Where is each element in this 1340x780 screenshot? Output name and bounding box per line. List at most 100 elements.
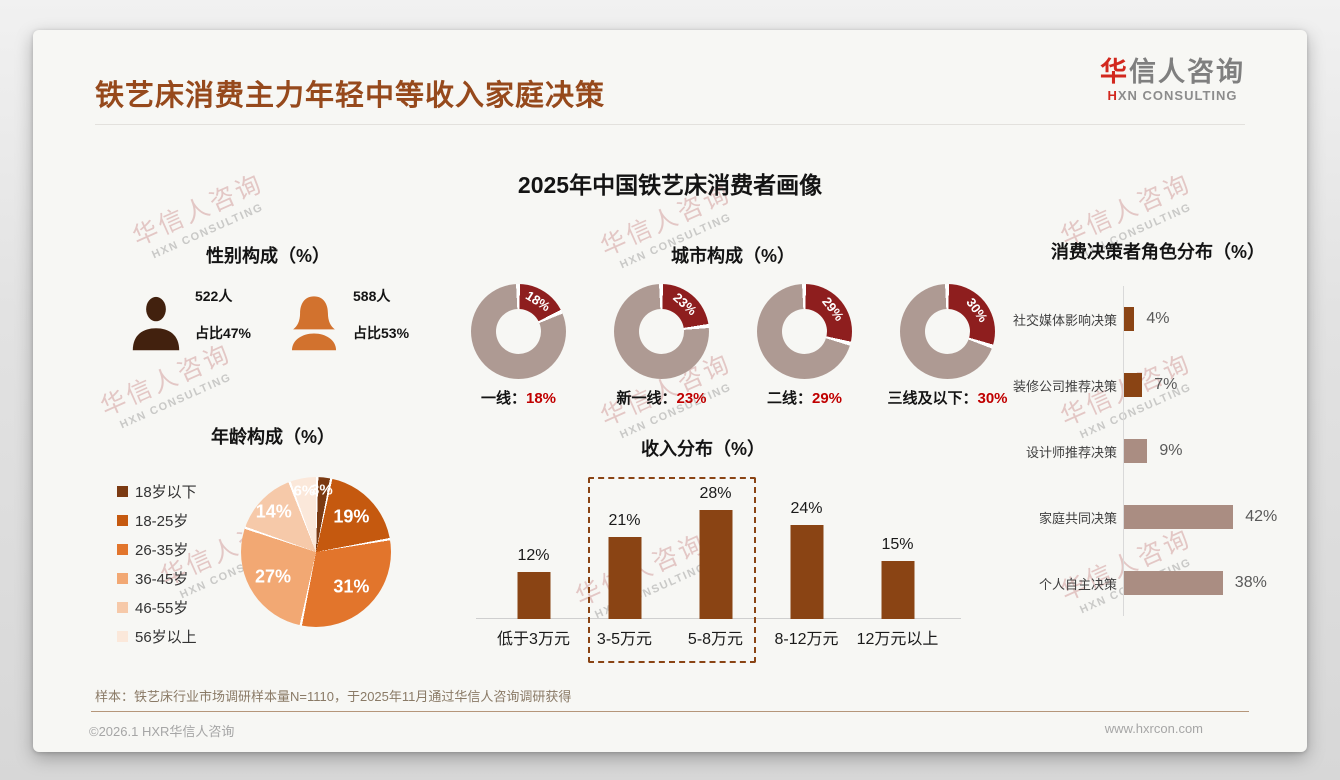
income-column: 15% 12万元以上 (852, 479, 943, 649)
decision-category-label: 装修公司推荐决策 (1012, 378, 1117, 394)
donut-slice-label: 29% (819, 294, 847, 325)
income-value-label: 21% (608, 512, 641, 530)
female-stats: 588人 占比53% (353, 284, 409, 362)
age-legend-item: 56岁以上 (117, 626, 235, 647)
income-value-label: 24% (790, 500, 823, 518)
decision-category-label: 个人自主决策 (1038, 576, 1117, 592)
city-donut-row: 18% 一线：18% 23% 新一线：23% 29% 二线：29% 30% 三线及以下：30% (453, 284, 1013, 408)
age-legend-label: 46-55岁 (135, 600, 189, 617)
female-count: 588人 (353, 288, 391, 304)
donut-slice-label: 18% (522, 287, 553, 315)
decision-category-label: 家庭共同决策 (1038, 510, 1117, 526)
decision-value-label: 7% (1154, 376, 1178, 393)
age-legend-item: 26-35岁 (117, 539, 235, 560)
decision-bar (1124, 505, 1234, 529)
decision-bar (1124, 373, 1143, 397)
income-category-label: 12万元以上 (856, 631, 939, 648)
age-pie-label: 6% (293, 482, 316, 500)
age-pie-label: 31% (333, 576, 370, 597)
city-section-title: 城市构成（%） (670, 246, 795, 266)
age-legend-swatch (117, 602, 128, 613)
city-section: 城市构成（%） 18% 一线：18% 23% 新一线：23% 29% 二线：29% 30% 三… (453, 242, 1013, 408)
income-value-label: 12% (517, 547, 550, 565)
donut-caption-value: 29% (811, 390, 843, 407)
city-donut: 18% 一线：18% (453, 284, 584, 408)
age-legend-swatch (117, 544, 128, 555)
age-pie-label: 3% (310, 481, 333, 499)
donut-caption-value: 23% (676, 390, 707, 407)
decision-value-label: 38% (1234, 574, 1267, 591)
donut-caption-value: 30% (977, 390, 1008, 407)
donut-caption-label: 三线及以下： (887, 390, 978, 407)
income-column: 24% 8-12万元 (761, 479, 852, 649)
age-legend-label: 26-35岁 (135, 542, 189, 559)
income-bar-chart: 12% 低于3万元 21% 3-5万元 28% 5-8万元 24% 8-12万元 15% 12万元… (476, 477, 961, 663)
footer: ©2026.1 HXR华信人咨询 www.hxrcon.com (89, 721, 1251, 740)
age-legend-label: 18岁以下 (135, 484, 197, 501)
donut-slice-label: 30% (962, 295, 991, 326)
gender-section: 性别构成（%） 522人 占比47% 588人 占比5 (103, 242, 433, 362)
age-pie-chart (241, 477, 391, 627)
gender-row: 522人 占比47% 588人 占比53% (103, 284, 433, 362)
decision-row: 家庭共同决策 42% (1008, 484, 1308, 550)
footer-divider (91, 711, 1249, 712)
donut-caption-label: 二线： (766, 390, 812, 407)
income-category-label: 8-12万元 (774, 631, 839, 648)
income-bar (517, 572, 550, 619)
donut-caption: 二线：29% (739, 387, 870, 408)
website-link[interactable]: www.hxrcon.com (1104, 721, 1203, 736)
age-legend-swatch (117, 573, 128, 584)
income-value-label: 28% (699, 484, 732, 502)
decision-value-label: 4% (1146, 310, 1170, 327)
female-icon (291, 296, 337, 351)
income-column: 28% 5-8万元 (670, 479, 761, 649)
decision-category-label: 社交媒体影响决策 (1012, 312, 1117, 328)
age-pie-wrap: 3% 19% 31% 27% 14% 6% (241, 477, 391, 627)
decision-value-label: 42% (1245, 508, 1278, 525)
logo-text-en: HXN CONSULTING (1107, 87, 1238, 103)
logo-accent-char: 华 (1100, 57, 1129, 87)
age-chart-body: 18岁以下 18-25岁 26-35岁 36-45岁 46-55岁 56岁以上 3% 19%… (103, 463, 443, 647)
report-card: 华信人咨询 HXN CONSULTING 华信人咨询 HXN CONSULTING 华信… (33, 30, 1307, 752)
age-legend-label: 36-45岁 (135, 571, 189, 588)
page-title: 铁艺床消费主力年轻中等收入家庭决策 (95, 80, 606, 112)
male-stats: 522人 占比47% (195, 284, 251, 362)
city-donut: 29% 二线：29% (739, 284, 870, 408)
donut-chart: 29% (757, 284, 852, 379)
gender-section-title: 性别构成（%） (205, 246, 330, 266)
age-legend-label: 18-25岁 (135, 513, 189, 530)
income-category-label: 3-5万元 (596, 631, 653, 648)
copyright: ©2026.1 HXR华信人咨询 (89, 724, 235, 739)
income-columns: 12% 低于3万元 21% 3-5万元 28% 5-8万元 24% 8-12万元 15% 12万元… (488, 479, 943, 649)
income-section: 收入分布（%） 12% 低于3万元 21% 3-5万元 28% 5-8万元 24% 8-12万… (463, 435, 961, 663)
age-legend-swatch (117, 631, 128, 642)
age-legend-item: 36-45岁 (117, 568, 235, 589)
sample-footnote: 样本：铁艺床行业市场调研样本量N=1110，于2025年11月通过华信人咨询调研… (95, 689, 572, 704)
age-section: 年龄构成（%） 18岁以下 18-25岁 26-35岁 36-45岁 46-55岁 56岁… (103, 423, 443, 647)
gender-item-female: 588人 占比53% (285, 284, 409, 362)
decision-bar (1124, 439, 1148, 463)
donut-caption: 三线及以下：30% (882, 387, 1013, 408)
income-value-label: 15% (881, 535, 914, 553)
age-legend-item: 18-25岁 (117, 510, 235, 531)
decision-value-label: 9% (1159, 442, 1183, 459)
donut-slice-label: 23% (670, 290, 701, 319)
decision-section-title: 消费决策者角色分布（%） (1050, 242, 1265, 262)
age-legend-item: 18岁以下 (117, 481, 235, 502)
decision-bar (1124, 571, 1223, 595)
decision-row: 设计师推荐决策 9% (1008, 418, 1308, 484)
donut-caption-value: 18% (525, 390, 557, 407)
income-bar (881, 560, 914, 619)
header-divider (95, 124, 1245, 125)
chart-main-title: 2025年中国铁艺床消费者画像 (517, 172, 823, 198)
decision-category-label: 设计师推荐决策 (1025, 444, 1117, 460)
donut-caption-label: 新一线： (616, 390, 677, 407)
decision-bar (1124, 307, 1135, 331)
income-category-label: 低于3万元 (497, 631, 570, 648)
donut-caption-label: 一线： (480, 390, 526, 407)
decision-section: 消费决策者角色分布（%） 社交媒体影响决策 4% 装修公司推荐决策 7% 设计师推荐决策… (1008, 238, 1308, 616)
income-section-title: 收入分布（%） (640, 439, 765, 459)
age-legend-item: 46-55岁 (117, 597, 235, 618)
donut-caption: 新一线：23% (596, 387, 727, 408)
income-highlight-box (588, 477, 756, 663)
